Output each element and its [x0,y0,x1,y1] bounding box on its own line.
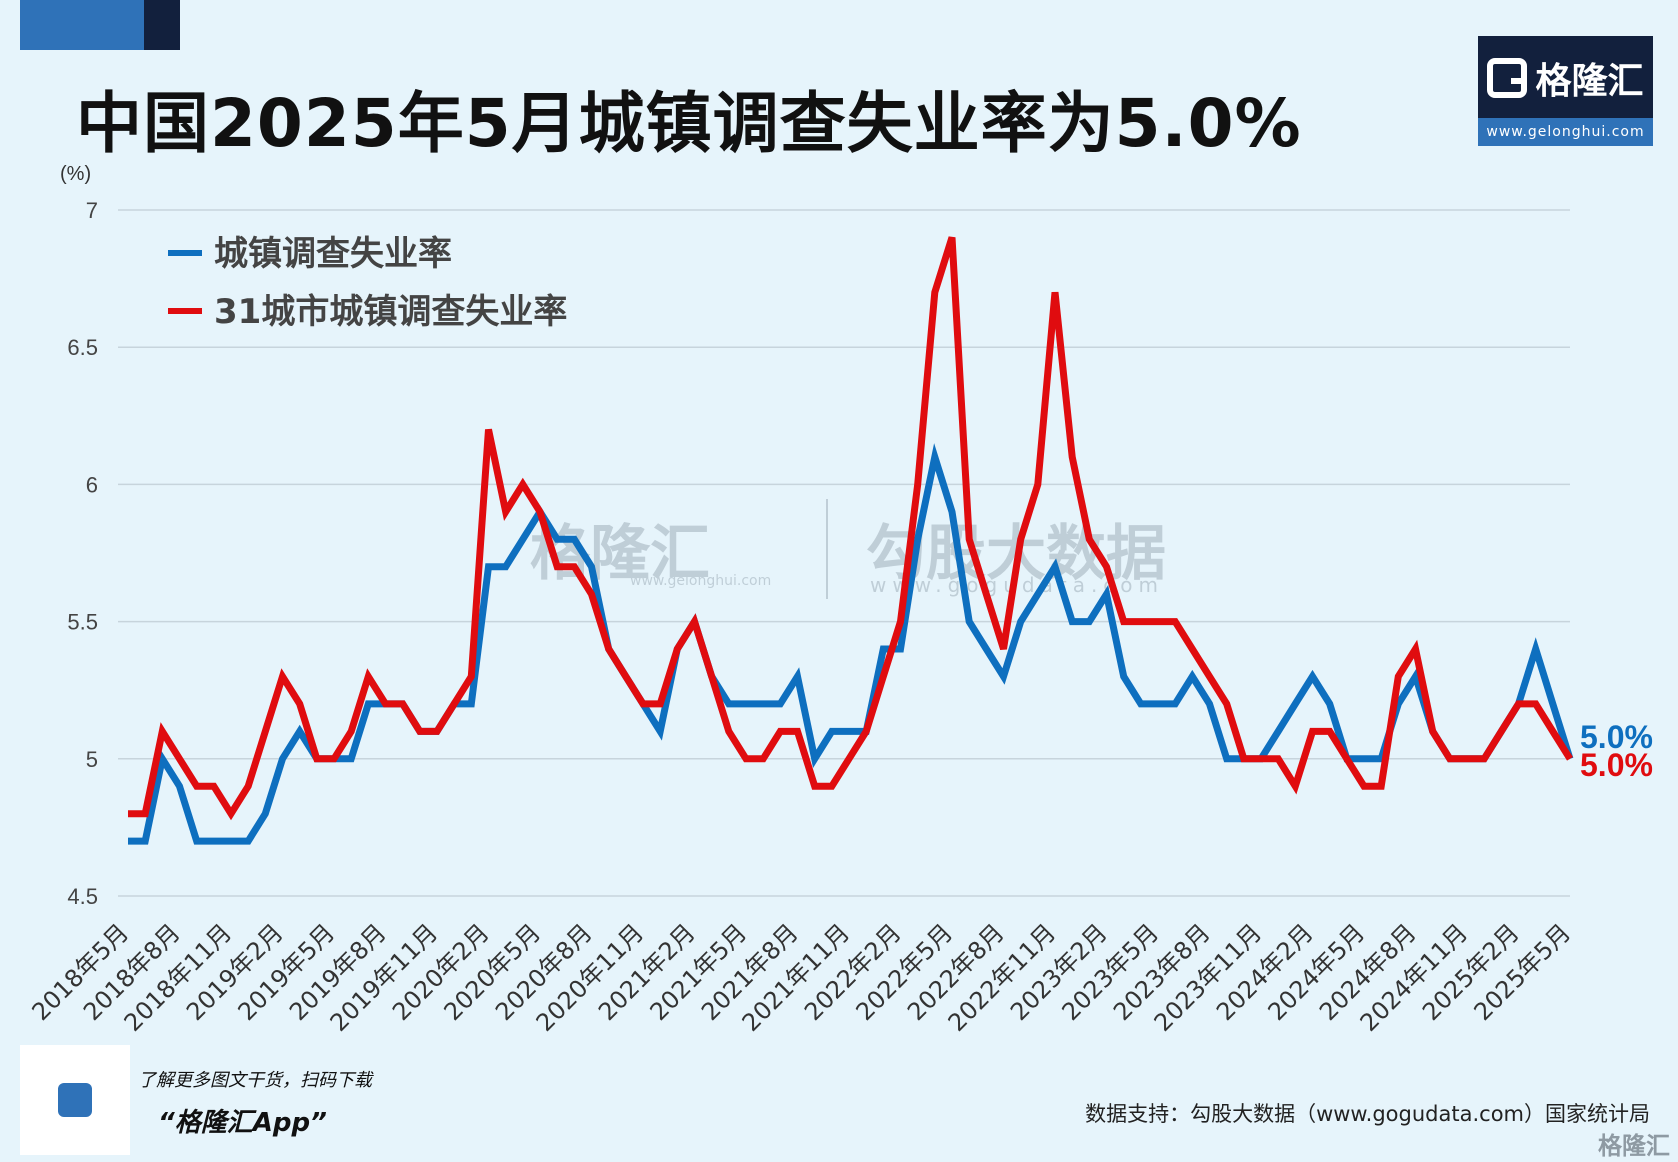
watermark-brand-a-url: www.gelonghui.com [630,573,772,589]
series-line [128,443,1574,845]
y-tick-label: 4.5 [67,884,98,909]
logo-name: 格隆汇 [1535,61,1644,102]
end-label-series-2: 5.0% [1580,747,1653,783]
logo-url: www.gelonghui.com [1478,118,1653,146]
brand-logo: 格隆汇 www.gelonghui.com [1478,36,1653,146]
y-tick-label: 5 [86,747,98,772]
footer-brand-logo: 格隆汇 [1598,1132,1670,1160]
y-tick-label: 6.5 [67,335,98,360]
series-line [128,236,1573,821]
data-source: 数据支持：勾股大数据（www.gogudata.com）国家统计局 [1085,1102,1650,1126]
end-label-series-1: 5.0% [1580,719,1653,755]
app-name: “格隆汇App” [158,1108,327,1138]
legend-label: 31城市城镇调查失业率 [214,292,567,332]
y-tick-label: 7 [86,198,98,223]
watermark-separator [826,499,828,599]
download-tip: 了解更多图文干货，扫码下载 [138,1070,372,1091]
y-axis-unit: (%) [60,163,91,185]
qr-logo-icon [58,1083,92,1117]
gelonghui-logo-icon [1487,58,1528,98]
qr-code[interactable] [20,1045,130,1155]
watermark-brand-a: 格隆汇 [530,519,710,589]
accent-blue-block [20,0,144,50]
legend-label: 城镇调查失业率 [214,234,452,274]
y-tick-label: 5.5 [67,610,98,635]
line-chart: (%)4.555.566.572018年5月2018年8月2018年11月201… [27,163,1653,1037]
top-accent-bar [20,0,180,50]
y-tick-label: 6 [86,472,98,497]
accent-dark-block [144,0,180,50]
chart-title: 中国2025年5月城镇调查失业率为5.0% [76,85,1302,162]
